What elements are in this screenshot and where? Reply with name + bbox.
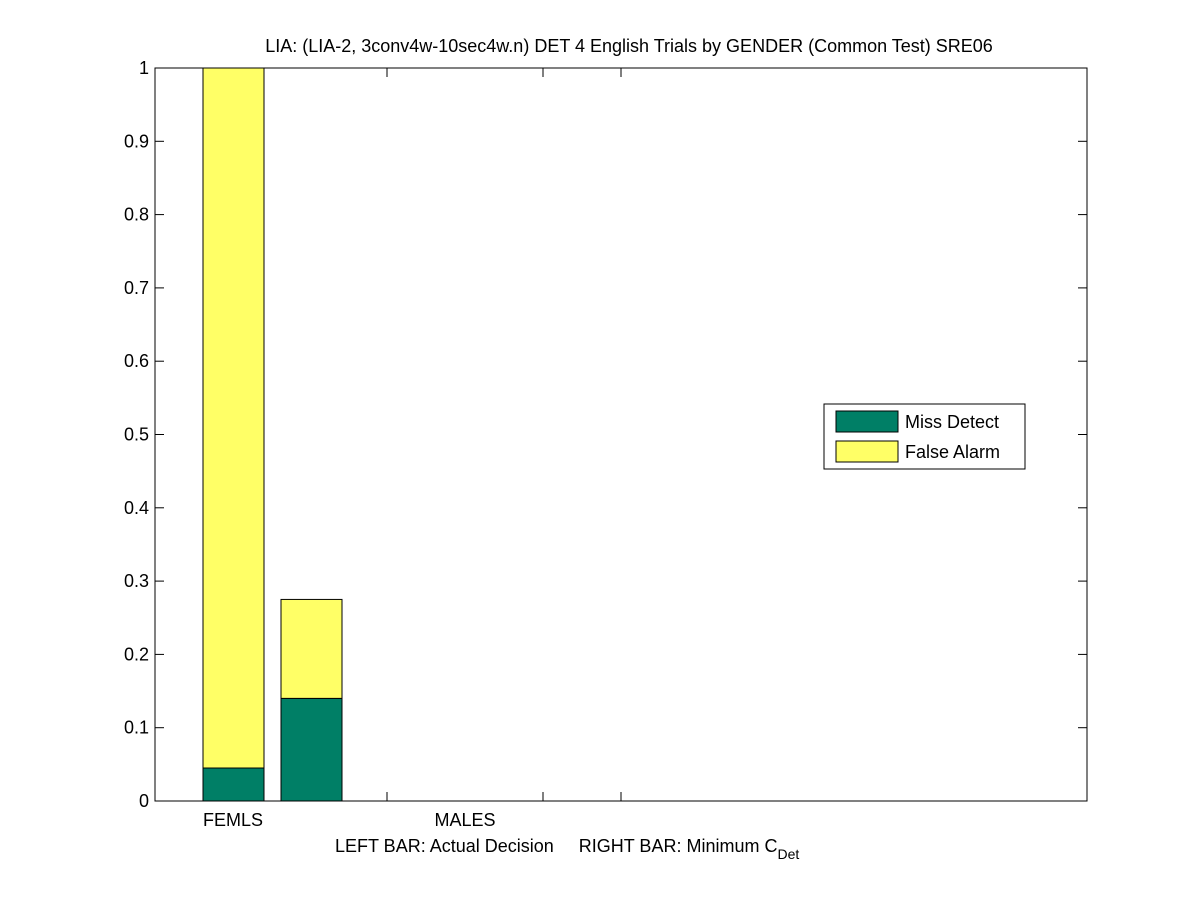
legend-swatch-false-alarm — [835, 440, 899, 463]
y-tick-label: 0.9 — [124, 131, 149, 151]
y-tick-label: 1 — [139, 58, 149, 78]
chart-title: LIA: (LIA-2, 3conv4w-10sec4w.n) DET 4 En… — [265, 36, 993, 56]
y-tick-label: 0.3 — [124, 571, 149, 591]
legend-label-false-alarm: False Alarm — [905, 442, 1000, 462]
legend: Miss Detect False Alarm — [823, 403, 1026, 470]
y-tick-label: 0.8 — [124, 205, 149, 225]
y-tick-label: 0.2 — [124, 644, 149, 664]
x-axis — [386, 68, 622, 801]
y-axis: 0 0.1 0.2 0.3 0.4 0.5 0.6 0.7 0.8 0.9 1 — [124, 58, 1087, 811]
x-axis-label: LEFT BAR: Actual Decision RIGHT BAR: Min… — [335, 836, 799, 862]
bars — [202, 67, 343, 802]
y-tick-label: 0.1 — [124, 718, 149, 738]
x-axis-label-main: LEFT BAR: Actual Decision RIGHT BAR: Min… — [335, 836, 777, 856]
bar-miss-detect — [280, 697, 343, 802]
category-label-males: MALES — [434, 810, 495, 830]
y-tick-label: 0 — [139, 791, 149, 811]
legend-label-miss-detect: Miss Detect — [905, 412, 999, 432]
y-tick-label: 0.4 — [124, 498, 149, 518]
y-tick-label: 0.7 — [124, 278, 149, 298]
category-labels: FEMLS MALES — [203, 810, 496, 830]
legend-swatch-miss-detect — [835, 410, 899, 433]
bar-false-alarm — [280, 598, 343, 699]
x-axis-label-subscript: Det — [777, 846, 799, 862]
y-tick-label: 0.6 — [124, 351, 149, 371]
bar-miss-detect — [202, 767, 265, 802]
bar-false-alarm — [202, 67, 265, 769]
category-label-femls: FEMLS — [203, 810, 263, 830]
y-tick-label: 0.5 — [124, 425, 149, 445]
